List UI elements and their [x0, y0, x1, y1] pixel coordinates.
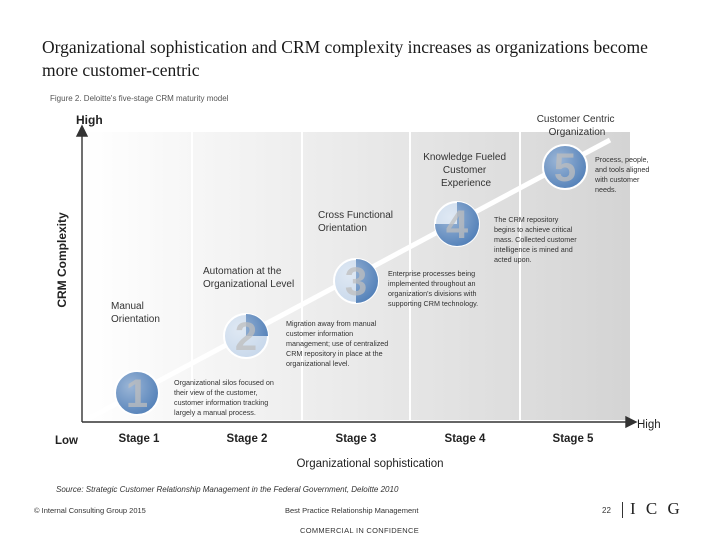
step-description-3: Enterprise processes being implemented t…	[388, 269, 478, 308]
stage-label: Stage 3	[336, 433, 377, 445]
marker-number: 4	[446, 203, 469, 247]
y-axis-high-label: High	[76, 113, 103, 127]
marker-number: 3	[345, 260, 367, 304]
stage-label: Stage 2	[227, 433, 268, 445]
y-axis-title: CRM Complexity	[55, 212, 69, 308]
step-description-4: The CRM repository begins to achieve cri…	[494, 215, 579, 264]
axes	[75, 124, 638, 429]
step-description-2: Migration away from manual customer info…	[286, 319, 390, 368]
stage-labels: Stage 1 Stage 2 Stage 3 Stage 4 Stage 5	[119, 433, 595, 445]
step-marker-1: 1	[114, 370, 160, 416]
figure-caption: Figure 2. Deloitte's five-stage CRM matu…	[50, 94, 229, 103]
step-label-3: Cross Functional Orientation	[318, 210, 396, 234]
step-labels: Manual Orientation Automation at the Org…	[111, 114, 618, 325]
step-label-5: Customer Centric Organization	[537, 114, 618, 138]
step-description-1: Organizational silos focused on their vi…	[174, 378, 276, 417]
source-note: Source: Strategic Customer Relationship …	[56, 485, 399, 494]
marker-shine	[224, 314, 268, 358]
stage-label: Stage 1	[119, 433, 161, 445]
step-label-1: Manual Orientation	[111, 301, 160, 325]
footer-center-text: Best Practice Relationship Management	[285, 506, 419, 515]
step-label-2: Automation at the Organizational Level	[203, 266, 294, 290]
low-label: Low	[55, 435, 78, 447]
stage-label: Stage 4	[445, 433, 487, 445]
step-descriptions: Organizational silos focused on their vi…	[174, 155, 651, 417]
icg-logo: I C G	[630, 499, 683, 518]
footer-separator	[622, 502, 623, 518]
step-label-4: Knowledge Fueled Customer Experience	[423, 152, 509, 189]
marker-number: 2	[235, 315, 257, 359]
step-marker-2: 2	[223, 313, 269, 359]
marker-shine	[543, 145, 587, 189]
step-marker-5: 5	[542, 144, 588, 190]
step-marker-4: 4	[434, 201, 480, 247]
step-marker-3: 3	[333, 258, 379, 304]
step-markers: 1 2 3 4 5	[114, 144, 588, 416]
stage-separators	[191, 132, 521, 420]
marker-shine	[115, 371, 159, 415]
marker-shine	[334, 259, 378, 303]
footer-confidential: COMMERCIAL IN CONFIDENCE	[300, 526, 420, 535]
marker-number: 5	[554, 146, 576, 190]
stage-label: Stage 5	[553, 433, 595, 445]
page-number: 22	[602, 506, 611, 515]
slide-title: Organizational sophistication and CRM co…	[42, 37, 648, 80]
marker-shine	[435, 202, 479, 246]
x-axis-high-label: High	[637, 419, 661, 431]
marker-number: 1	[126, 372, 148, 416]
footer-copyright: © Internal Consulting Group 2015	[34, 506, 146, 515]
step-description-5: Process, people, and tools aligned with …	[594, 155, 651, 194]
x-axis-title: Organizational sophistication	[296, 458, 443, 470]
